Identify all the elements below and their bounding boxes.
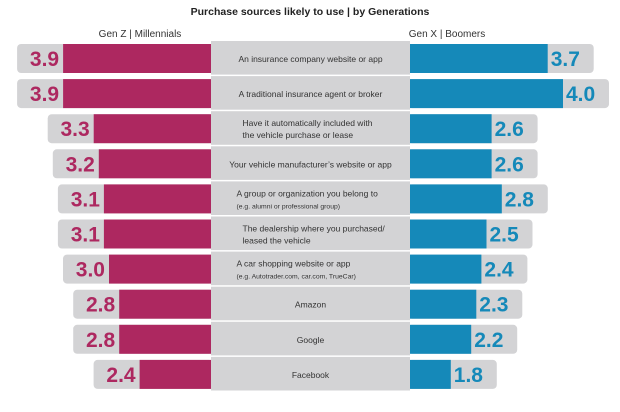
right-value-label: 2.3 (479, 294, 508, 317)
right-bar (410, 289, 477, 319)
left-bar (103, 184, 211, 214)
category-label-box (211, 181, 410, 215)
left-bar (119, 324, 211, 354)
category-label: An insurance company website or app (238, 54, 382, 64)
category-label-box (211, 286, 410, 321)
category-label: A group or organization you belong to (237, 188, 379, 198)
left-bar (63, 44, 211, 73)
left-bar (93, 114, 211, 144)
left-value-label: 3.2 (66, 153, 95, 176)
category-label: A traditional insurance agent or broker (239, 89, 383, 99)
chart-title: Purchase sources likely to use | by Gene… (191, 6, 430, 18)
left-value-label: 2.8 (86, 329, 116, 352)
right-bar (410, 149, 492, 179)
category-label: Your vehicle manufacturer’s website or a… (229, 159, 392, 169)
right-bar (410, 359, 451, 389)
category-label-sub: leased the vehicle (243, 236, 311, 246)
right-bar (410, 219, 487, 249)
category-label-box (211, 321, 410, 356)
left-bar (139, 359, 211, 389)
left-bar (103, 219, 211, 249)
category-label: Have it automatically included with (243, 118, 373, 128)
category-label: Amazon (295, 300, 326, 310)
category-label: Google (297, 335, 325, 345)
category-label-box (211, 111, 410, 145)
left-bar (63, 79, 211, 109)
left-bar (109, 254, 211, 284)
legend-right-series: Gen X | Boomers (409, 29, 486, 40)
right-value-label: 2.2 (474, 329, 503, 352)
category-label-sub: (e.g. Autotrader.com, car.com, TrueCar) (237, 274, 356, 281)
left-value-label: 2.8 (86, 294, 116, 317)
category-label-box (211, 356, 410, 391)
category-label: Facebook (292, 370, 330, 380)
category-label-sub: (e.g. alumni or professional group) (237, 203, 341, 210)
left-value-label: 3.0 (76, 259, 105, 282)
category-label-box (211, 251, 410, 286)
left-value-label: 2.4 (106, 364, 136, 387)
category-label-box (211, 146, 410, 180)
left-value-label: 3.9 (30, 48, 59, 71)
right-bar (410, 44, 548, 73)
right-value-label: 4.0 (566, 83, 595, 106)
category-label: The dealership where you purchased/ (243, 224, 386, 234)
category-label-box (211, 41, 410, 75)
left-value-label: 3.3 (60, 118, 89, 141)
left-value-label: 3.1 (71, 188, 101, 211)
right-bar (410, 254, 482, 284)
right-bar (410, 79, 563, 109)
left-value-label: 3.1 (71, 224, 101, 247)
category-label-sub: the vehicle purchase or lease (243, 130, 354, 140)
legend-left-series: Gen Z | Millennials (99, 29, 182, 40)
right-value-label: 2.4 (484, 259, 514, 282)
category-label-box (211, 76, 410, 110)
right-value-label: 2.6 (495, 118, 524, 141)
right-value-label: 1.8 (454, 364, 484, 387)
right-bar (410, 184, 502, 214)
left-bar (98, 149, 211, 179)
category-label: A car shopping website or app (237, 259, 351, 269)
right-value-label: 2.5 (490, 224, 520, 247)
right-value-label: 3.7 (551, 48, 580, 71)
right-value-label: 2.8 (505, 188, 535, 211)
category-label-box (211, 216, 410, 251)
right-bar (410, 114, 492, 144)
right-bar (410, 324, 472, 354)
left-bar (119, 289, 211, 319)
left-value-label: 3.9 (30, 83, 59, 106)
right-value-label: 2.6 (495, 153, 524, 176)
